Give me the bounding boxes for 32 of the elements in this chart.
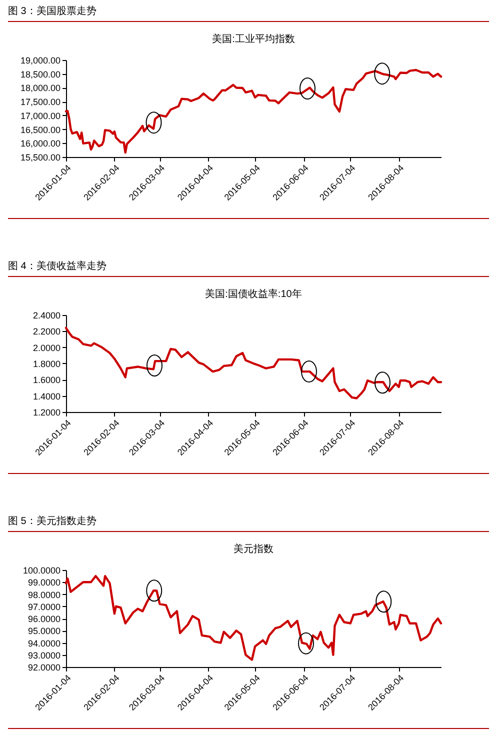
chart-title: 图 5：美元指数走势	[8, 510, 489, 532]
y-tick-label: 97.0000	[28, 602, 60, 612]
line-series	[64, 326, 442, 400]
chart-subtitle: 美国:工业平均指数	[212, 33, 295, 45]
chart-title: 图 3：美国股票走势	[8, 0, 489, 22]
chart-subtitle: 美国:国债收益率:10年	[205, 288, 302, 300]
y-tick-label: 99.0000	[28, 578, 60, 588]
y-tick-label: 92.0000	[28, 662, 60, 672]
y-tick-label: 94.0000	[28, 638, 60, 648]
chart-subtitle: 美元指数	[234, 543, 274, 555]
y-tick-label: 2.2000	[32, 326, 60, 337]
y-tick-label: 15,500.00	[20, 152, 60, 162]
y-tick-label: 18,000.00	[20, 83, 60, 94]
y-tick-label: 2.0000	[32, 342, 60, 353]
y-tick-label: 1.2000	[32, 408, 60, 418]
line-series	[64, 574, 442, 661]
y-tick-label: 1.8000	[32, 359, 60, 369]
y-tick-label: 1.6000	[32, 375, 60, 386]
y-tick-label: 17,500.00	[20, 97, 60, 108]
y-tick-label: 16,500.00	[20, 124, 60, 135]
y-tick-label: 19,000.00	[20, 56, 60, 66]
y-tick-label: 2.4000	[32, 310, 60, 320]
y-tick-label: 1.4000	[32, 391, 60, 402]
y-tick-label: 100.0000	[22, 566, 60, 576]
y-tick-label: 17,000.00	[20, 110, 60, 121]
y-tick-label: 16,000.00	[20, 138, 60, 149]
chart-title: 图 4：美债收益率走势	[8, 255, 489, 277]
y-tick-label: 93.0000	[28, 650, 60, 660]
y-tick-label: 95.0000	[28, 626, 60, 636]
y-tick-label: 18,500.00	[20, 69, 60, 80]
y-tick-label: 98.0000	[28, 590, 60, 600]
y-tick-label: 96.0000	[28, 614, 60, 624]
